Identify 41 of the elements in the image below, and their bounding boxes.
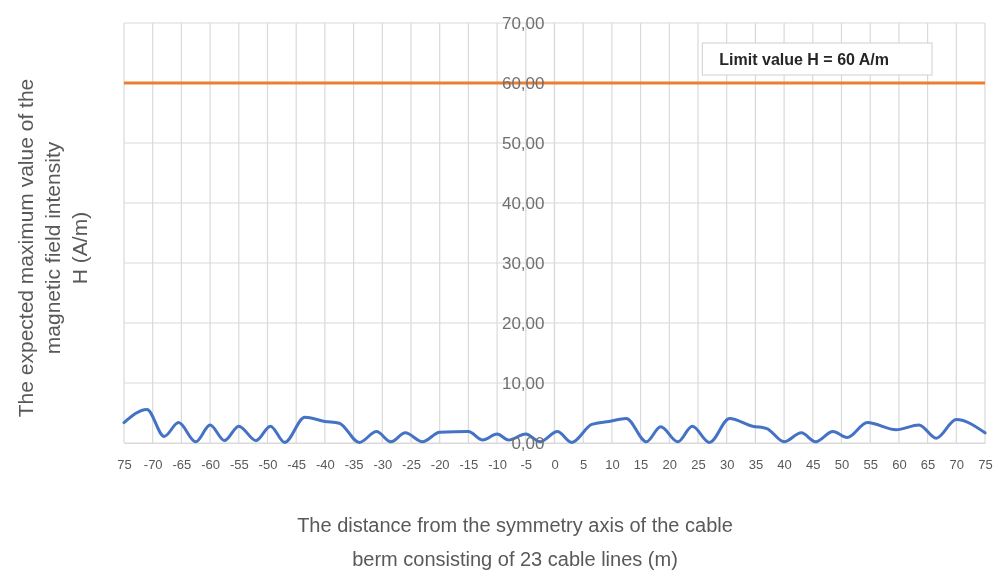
x-tick-label: 10	[605, 457, 620, 473]
x-axis-title: The distance from the symmetry axis of the cable berm consisting of 23 cable lines (m)	[297, 514, 733, 570]
y-tick-label: 50,00	[501, 133, 545, 153]
y-tick-label: 10,00	[501, 373, 545, 393]
x-tick-label: 65	[920, 457, 936, 473]
x-tick-label: 70	[949, 457, 965, 473]
x-tick-label: -20	[430, 457, 450, 473]
x-tick-label: -35	[344, 457, 364, 473]
x-tick-label: 50	[834, 457, 850, 473]
y-tick-label: 70,00	[501, 13, 545, 33]
x-tick-label: -5	[520, 457, 533, 473]
x-tick-label: -50	[258, 457, 278, 473]
x-tick-label: -65	[172, 457, 192, 473]
x-tick-label: 30	[719, 457, 735, 473]
y-tick-label: 20,00	[501, 313, 545, 333]
x-tick-label: -15	[459, 457, 479, 473]
x-tick-label: 75	[117, 457, 132, 473]
ref-line-label: Limit value H = 60 A/m	[719, 50, 889, 68]
x-tick-label: 45	[806, 457, 821, 473]
x-tick-label: 25	[691, 457, 706, 473]
x-tick-label: 0	[551, 457, 559, 473]
x-tick-label: -30	[373, 457, 393, 473]
x-tick-label: -55	[229, 457, 249, 473]
x-tick-label: 55	[863, 457, 878, 473]
x-tick-label: 75	[978, 457, 993, 473]
x-tick-label: 15	[633, 457, 649, 473]
x-tick-label: 5	[580, 457, 588, 473]
x-tick-label: -45	[287, 457, 307, 473]
y-tick-label: 0,00	[511, 433, 545, 453]
x-tick-label: 60	[892, 457, 907, 473]
x-tick-label: -40	[316, 457, 335, 473]
x-tick-label: -10	[488, 457, 507, 473]
x-tick-label: -70	[143, 457, 163, 473]
y-tick-label: 40,00	[501, 193, 545, 213]
x-tick-label: 35	[748, 457, 764, 473]
x-tick-label: -25	[402, 457, 421, 473]
y-tick-label: 30,00	[501, 253, 545, 273]
x-tick-label: 20	[662, 457, 678, 473]
x-tick-label: 40	[777, 457, 792, 473]
y-axis-title: The expected maximum value of the magnetic field intensity H (A/m)	[14, 78, 92, 418]
x-tick-label: -60	[201, 457, 220, 473]
